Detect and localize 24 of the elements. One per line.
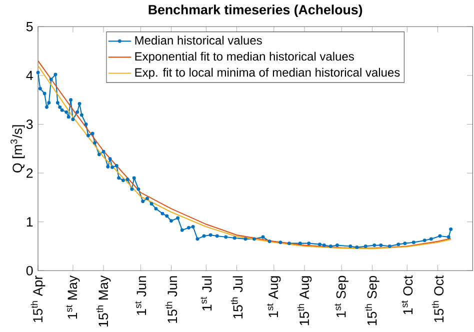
legend-label: Exp. fit to local minima of median historical values xyxy=(135,68,400,80)
x-tick-label: 15$^{th}$ Aug xyxy=(297,276,312,326)
x-tick-label: 1$^{st}$ Jul xyxy=(200,276,212,310)
x-tick-label: 15$^{th}$ Sep xyxy=(365,276,380,326)
x-tick-label: 1$^{st}$ Sep xyxy=(334,276,348,318)
x-tick-label: 15$^{th}$ Jun xyxy=(165,276,178,323)
y-tick-label: 4 xyxy=(26,70,33,80)
y-tick-label: 0 xyxy=(26,266,33,276)
x-tick-label: 15$^{th}$ Jul xyxy=(230,276,243,318)
y-axis-title: Q [m$^{3}$/s] xyxy=(10,125,25,172)
x-tick-label: 15$^{th}$ Oct xyxy=(432,275,444,322)
y-tick-label: 5 xyxy=(26,22,33,32)
x-tick-label: 1$^{st}$ May xyxy=(66,275,80,319)
y-tick-label: 2 xyxy=(26,168,33,178)
x-tick-label: 15$^{th}$ Apr xyxy=(30,276,46,322)
legend-label: Median historical values xyxy=(135,36,262,45)
chart-title: Benchmark timeseries (Achelous) xyxy=(148,4,362,18)
legend-label: Exponential fit to median historical values xyxy=(135,52,354,64)
x-tick-label: 1$^{st}$ Oct xyxy=(402,275,413,314)
x-tick-label: 1$^{st}$ Jun xyxy=(135,276,146,315)
y-tick-label: 1 xyxy=(26,217,33,226)
x-tick-label: 1$^{st}$ Aug xyxy=(267,276,281,318)
x-tick-label: 15$^{th}$ May xyxy=(96,275,111,327)
y-tick-label: 3 xyxy=(26,120,33,129)
